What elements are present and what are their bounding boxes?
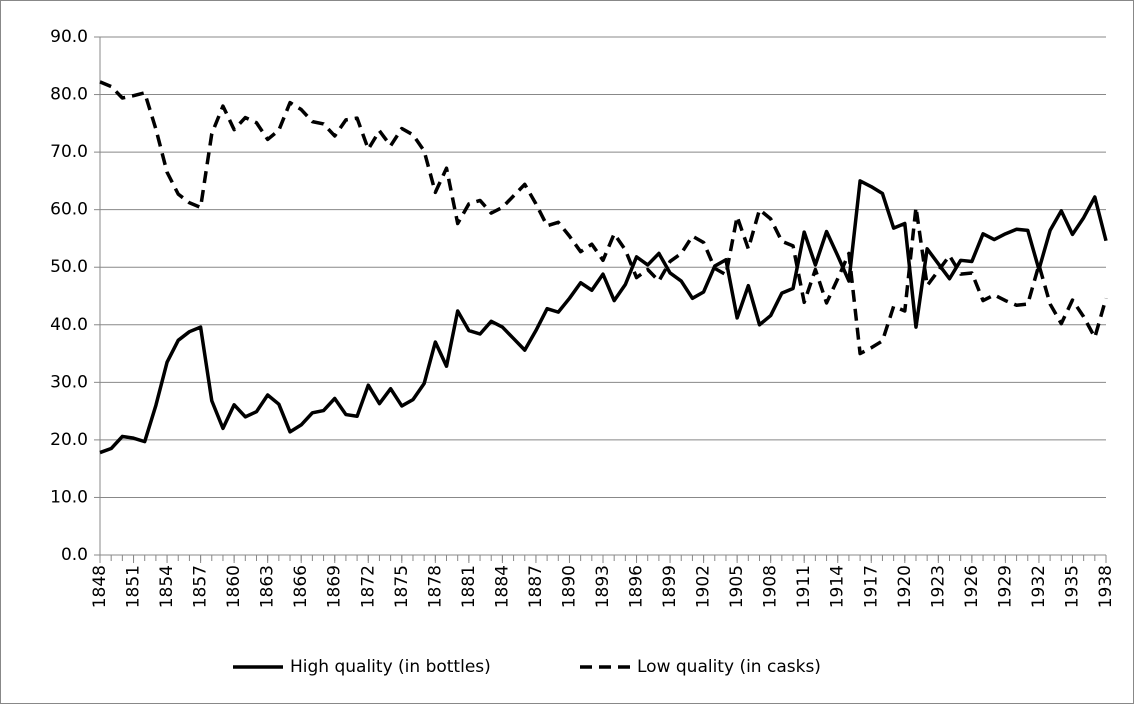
y-tick-label: 70.0 xyxy=(50,142,88,162)
x-tick-label: 1935 xyxy=(1062,565,1082,608)
x-tick-label: 1911 xyxy=(794,565,814,608)
y-tick-label: 60.0 xyxy=(50,200,88,220)
y-tick-label: 20.0 xyxy=(50,430,88,450)
x-tick-label: 1878 xyxy=(425,565,445,608)
x-tick-label: 1884 xyxy=(492,565,512,608)
legend-label: High quality (in bottles) xyxy=(290,657,491,677)
y-tick-label: 80.0 xyxy=(50,85,88,105)
series-line xyxy=(99,80,1108,356)
y-tick-label: 0.0 xyxy=(61,545,88,565)
x-tick-label: 1857 xyxy=(191,565,211,608)
x-tick-label: 1869 xyxy=(325,565,345,608)
series-line xyxy=(99,179,1108,455)
x-tick-label: 1938 xyxy=(1096,565,1116,608)
y-tick-label: 10.0 xyxy=(50,487,88,507)
x-tick-label: 1905 xyxy=(727,565,747,608)
x-tick-label: 1902 xyxy=(694,565,714,608)
x-tick-label: 1881 xyxy=(459,565,479,608)
x-tick-label: 1851 xyxy=(124,565,144,608)
x-tick-label: 1854 xyxy=(157,565,177,608)
x-tick-label: 1872 xyxy=(358,565,378,608)
y-tick-label: 40.0 xyxy=(50,315,88,335)
x-tick-label: 1863 xyxy=(258,565,278,608)
x-tick-label: 1917 xyxy=(861,565,881,608)
x-tick-label: 1848 xyxy=(90,565,110,608)
x-tick-label: 1932 xyxy=(1029,565,1049,608)
x-tick-label: 1920 xyxy=(895,565,915,608)
x-tick-label: 1890 xyxy=(559,565,579,608)
legend-label: Low quality (in casks) xyxy=(637,657,821,677)
x-tick-label: 1908 xyxy=(761,565,781,608)
x-tick-label: 1899 xyxy=(660,565,680,608)
x-tick-label: 1875 xyxy=(392,565,412,608)
x-tick-label: 1914 xyxy=(828,565,848,608)
x-tick-label: 1926 xyxy=(962,565,982,608)
x-tick-label: 1866 xyxy=(291,565,311,608)
y-tick-label: 30.0 xyxy=(50,372,88,392)
x-tick-label: 1887 xyxy=(526,565,546,608)
y-tick-label: 50.0 xyxy=(50,257,88,277)
x-tick-label: 1860 xyxy=(224,565,244,608)
x-tick-label: 1896 xyxy=(627,565,647,608)
x-tick-label: 1893 xyxy=(593,565,613,608)
x-tick-label: 1923 xyxy=(928,565,948,608)
y-tick-label: 90.0 xyxy=(50,27,88,47)
x-tick-label: 1929 xyxy=(995,565,1015,608)
